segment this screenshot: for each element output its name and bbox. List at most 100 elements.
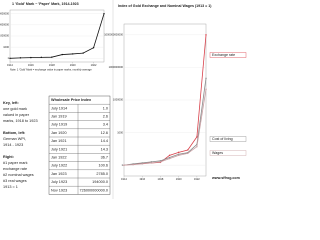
table-title: Wholesale Price Index — [51, 98, 92, 102]
y-tick-label: 1000 — [117, 130, 123, 134]
y-tick-label: 1000000000000 — [0, 11, 10, 15]
data-point — [159, 161, 162, 163]
y-tick-label: 1000000000000 — [104, 33, 123, 37]
legend-label: Wages — [212, 151, 223, 155]
data-point — [168, 154, 171, 157]
data-point — [92, 47, 95, 49]
y-tick-label: 1000000000 — [0, 23, 10, 27]
x-tick-label: 1922 — [194, 177, 200, 181]
data-point — [103, 13, 105, 15]
chart-title: Index of Gold Exchange and Nominal Wages… — [118, 4, 212, 8]
table-cell: 1.0 — [103, 106, 108, 110]
key-text: exchange rate — [3, 167, 27, 171]
legend-label: Exchange rate — [212, 53, 235, 57]
table-cell: 14.4 — [101, 139, 108, 143]
x-tick-label: 1914 — [121, 177, 127, 181]
data-point — [177, 151, 180, 154]
key-text: #1 paper mark — [3, 161, 28, 165]
y-tick-label: 1000000 — [0, 34, 10, 38]
data-point — [51, 56, 53, 58]
table-cell: 194000.0 — [92, 180, 108, 184]
x-tick-label: 1916 — [139, 177, 145, 181]
table-cell: Jan 1919 — [51, 115, 67, 119]
table-cell: 2785.0 — [96, 172, 108, 176]
legend-box — [209, 52, 247, 58]
table-cell: 3.4 — [103, 123, 108, 127]
data-point — [9, 57, 11, 59]
data-point — [61, 53, 63, 56]
data-point — [40, 56, 43, 59]
chart-note: Note: 1 'Gold' Mark = exchange value in … — [10, 68, 92, 72]
y-tick-label: 1000000 — [113, 98, 124, 102]
legend-box — [209, 136, 247, 142]
y-tick-label: 1 — [122, 163, 124, 167]
data-point — [123, 164, 125, 166]
x-tick-label: 1920 — [70, 63, 76, 67]
key-text: Right: — [3, 155, 14, 159]
key-text: #3 real wages — [3, 179, 27, 183]
page: 1 'Gold' Mark ~ 'Paper' Mark, 1914-1923 1… — [0, 0, 253, 199]
table-cell: 14.3 — [101, 147, 108, 151]
key-text: German WPI, — [3, 137, 26, 141]
background — [0, 0, 253, 199]
legend-box — [209, 150, 247, 156]
data-point — [187, 149, 189, 151]
table-cell: 12.6 — [101, 131, 108, 135]
key-text: #2 nominal wages — [3, 173, 34, 177]
table-cell: July 1919 — [51, 123, 67, 127]
data-point — [177, 154, 180, 157]
data-point — [150, 161, 153, 163]
data-point — [30, 56, 32, 59]
key-text: valued in paper — [3, 113, 30, 117]
data-point — [168, 157, 171, 160]
x-tick-label: 1914 — [7, 63, 13, 67]
y-tick-label: 1 — [8, 56, 10, 60]
x-tick-label: 1920 — [176, 177, 182, 181]
key-text: Bottom, left: — [3, 131, 25, 135]
table-cell: Nov 1923 — [51, 188, 67, 192]
data-point — [82, 52, 84, 54]
key-text: one gold mark — [3, 107, 27, 111]
key-text: 1913 = 1 — [3, 185, 18, 189]
x-tick-label: 1918 — [158, 177, 164, 181]
data-point — [196, 136, 198, 138]
key-text: Key, left: — [3, 101, 19, 105]
x-tick-label: 1922 — [91, 63, 97, 67]
data-point — [141, 163, 143, 165]
table-cell: July 1922 — [51, 164, 67, 168]
series-line — [123, 78, 207, 166]
table-cell: 100.6 — [98, 164, 108, 168]
key-text: 1914 - 1923 — [3, 143, 23, 147]
data-point — [205, 77, 207, 79]
table-cell: 726000000000.0 — [79, 188, 108, 192]
data-point — [196, 145, 198, 148]
table-cell: July 1921 — [51, 147, 67, 151]
data-point — [141, 162, 143, 164]
table-cell: July 1914 — [51, 106, 67, 110]
data-point — [177, 153, 180, 155]
table-cell: Jan 1921 — [51, 139, 67, 143]
x-tick-label: 1916 — [28, 63, 34, 67]
table-cell: 36.7 — [101, 156, 108, 160]
data-point — [205, 34, 207, 36]
y-tick-label: 1000000000 — [109, 65, 124, 69]
series-line — [123, 89, 207, 166]
data-point — [168, 156, 171, 159]
table-cell: 2.6 — [103, 115, 108, 119]
data-point — [187, 152, 189, 155]
data-point — [71, 53, 74, 55]
legend-label: Cost of living — [212, 137, 233, 141]
y-tick-label: 1000 — [3, 45, 9, 49]
table-cell: Jan 1923 — [51, 172, 67, 176]
data-point — [205, 88, 207, 90]
table-cell: Jan 1922 — [51, 156, 67, 160]
table-cell: July 1923 — [51, 180, 67, 184]
data-point — [150, 162, 153, 164]
table-cell: Jan 1920 — [51, 131, 67, 135]
data-point — [159, 160, 162, 162]
series-line — [9, 13, 105, 59]
chart-title: 1 'Gold' Mark ~ 'Paper' Mark, 1914-1923 — [12, 2, 79, 6]
x-tick-label: 1918 — [49, 63, 55, 67]
data-point — [132, 163, 134, 166]
data-point — [19, 57, 22, 59]
